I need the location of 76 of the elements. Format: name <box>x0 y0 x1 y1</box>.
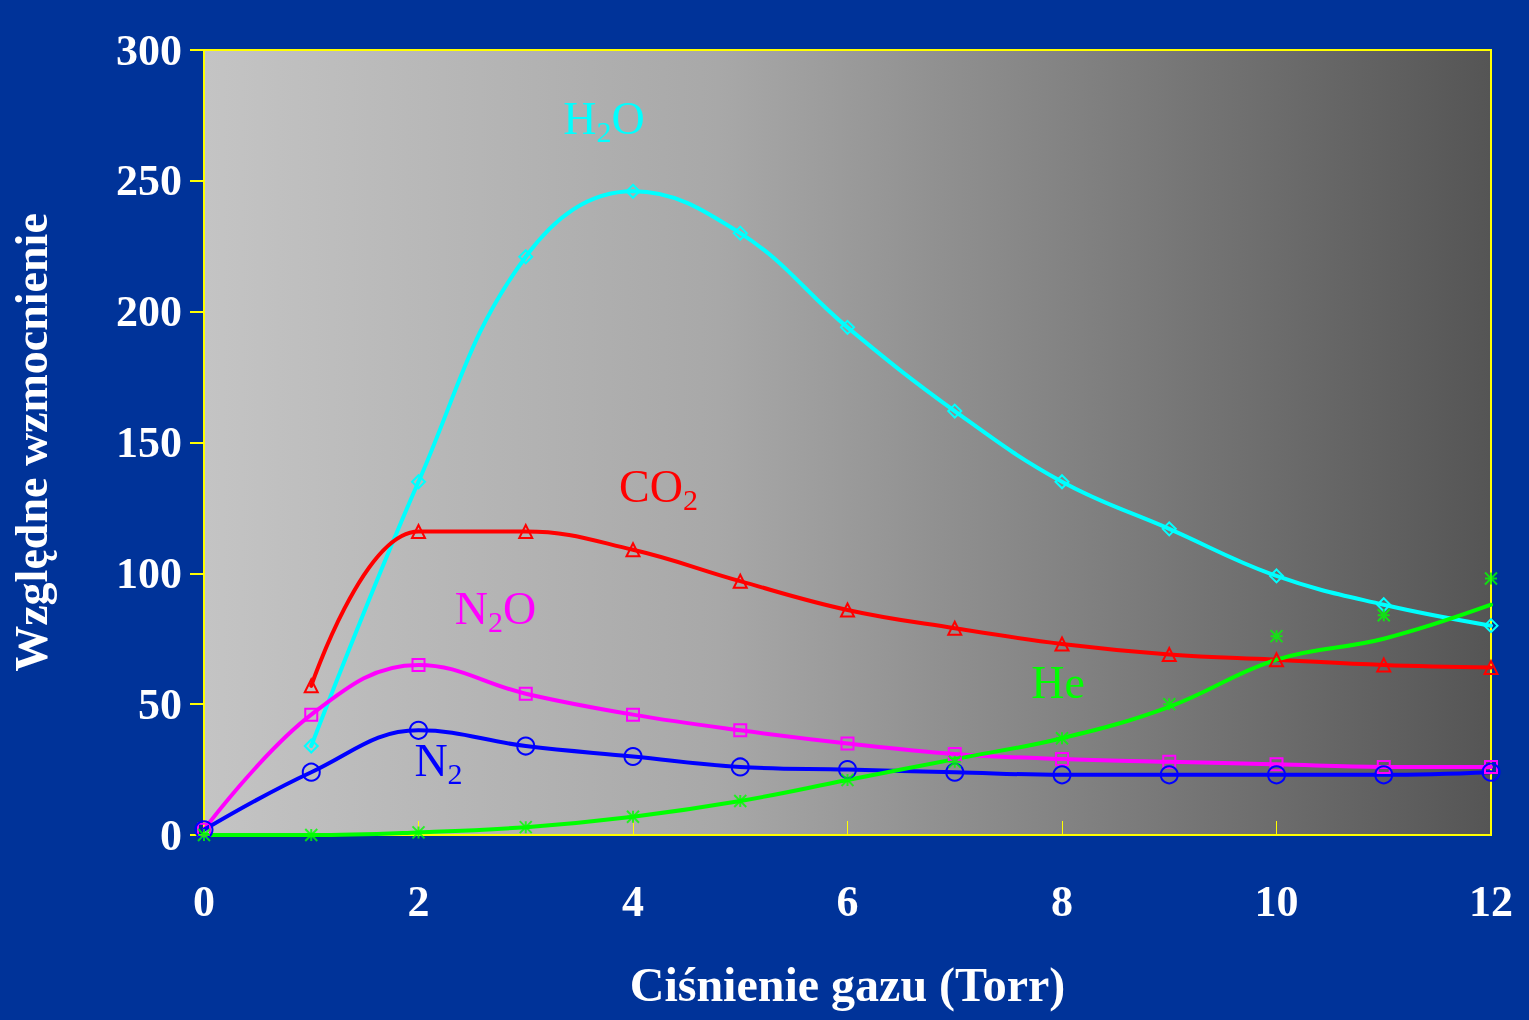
point <box>1269 652 1284 668</box>
point <box>411 825 426 840</box>
point <box>733 793 748 808</box>
point <box>411 474 426 490</box>
point <box>1269 568 1284 584</box>
point <box>1374 765 1394 785</box>
y-tick-label: 150 <box>116 418 182 467</box>
point <box>947 754 962 769</box>
point <box>518 249 534 265</box>
x-tick-label: 2 <box>407 876 430 926</box>
point <box>304 828 319 842</box>
point <box>303 738 319 754</box>
point <box>626 707 640 722</box>
point <box>1483 660 1499 676</box>
point <box>1161 646 1177 662</box>
point <box>409 720 428 740</box>
point <box>1267 765 1286 785</box>
point <box>1269 629 1284 644</box>
point <box>1376 597 1392 613</box>
point <box>1376 759 1391 774</box>
point <box>1376 608 1391 623</box>
point <box>730 757 750 777</box>
y-tick-label: 250 <box>116 156 182 206</box>
point <box>840 773 855 788</box>
x-tick-label: 6 <box>836 876 859 926</box>
point <box>947 403 963 419</box>
x-tick-label: 8 <box>1051 876 1073 926</box>
point <box>304 707 319 722</box>
point <box>840 319 855 335</box>
point <box>732 225 748 241</box>
x-axis-title: Ciśnienie gazu (Torr) <box>629 957 1066 1012</box>
point <box>1376 657 1392 673</box>
y-tick-label: 100 <box>116 548 182 598</box>
point <box>518 820 533 835</box>
point <box>626 809 640 824</box>
x-tick-label: 4 <box>622 876 644 926</box>
point <box>1162 754 1177 769</box>
point <box>1055 752 1069 767</box>
point <box>1054 636 1070 652</box>
point <box>516 736 536 756</box>
point <box>518 523 534 539</box>
point <box>733 723 748 738</box>
x-tick-label: 0 <box>193 876 215 926</box>
point <box>625 542 641 558</box>
point <box>947 620 963 636</box>
point <box>1483 618 1499 634</box>
point <box>732 573 748 589</box>
point <box>1161 521 1177 537</box>
point <box>411 523 426 539</box>
y-tick-label: 50 <box>138 679 182 729</box>
x-tick-label: 12 <box>1469 876 1513 926</box>
series-label: He <box>1031 657 1085 709</box>
y-axis-title: Względne wzmocnienie <box>5 213 57 672</box>
point <box>518 686 533 701</box>
point <box>1481 762 1501 782</box>
x-tick-label: 10 <box>1254 876 1299 926</box>
point <box>1162 697 1177 712</box>
y-tick-label: 200 <box>116 287 182 337</box>
point <box>1484 571 1498 586</box>
y-tick-label: 300 <box>116 25 182 75</box>
point <box>1054 474 1070 490</box>
point <box>945 762 965 782</box>
point <box>947 746 962 761</box>
point <box>838 760 857 780</box>
point <box>1159 765 1179 785</box>
point <box>623 747 643 766</box>
point <box>625 183 641 199</box>
y-tick-label: 0 <box>160 810 182 860</box>
point <box>301 762 321 782</box>
point <box>411 657 426 672</box>
point <box>840 736 855 751</box>
point <box>1052 765 1072 785</box>
point <box>303 678 319 694</box>
point <box>1269 757 1284 772</box>
point <box>1055 731 1069 746</box>
point <box>840 602 855 618</box>
